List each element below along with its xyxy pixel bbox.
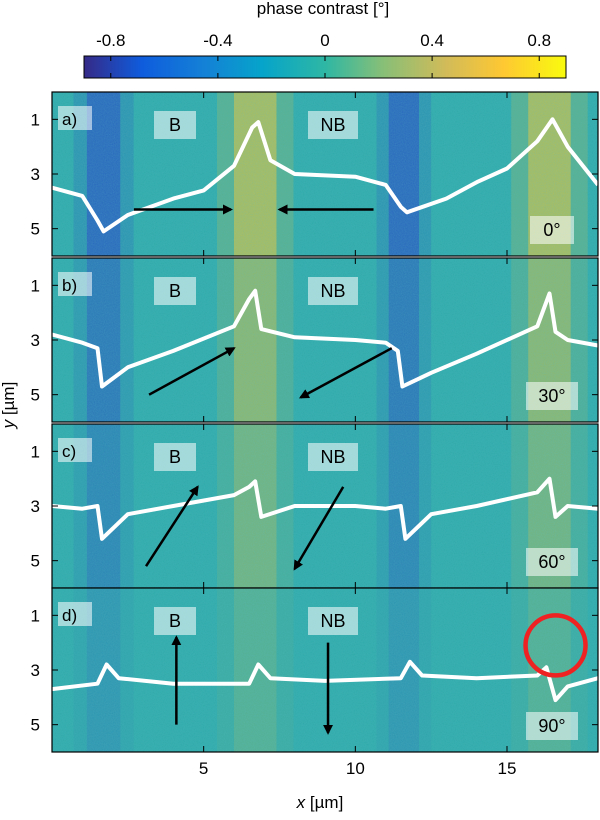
x-axis-var: x — [296, 793, 306, 812]
y-tick-label: 5 — [31, 386, 40, 405]
x-tick-label: 5 — [199, 759, 208, 778]
panel-tag: b) — [62, 276, 77, 295]
label-bloch: B — [169, 281, 181, 301]
angle-label: 0° — [543, 220, 560, 240]
label-bloch-box — [154, 277, 196, 305]
angle-label: 30° — [538, 386, 565, 406]
label-bloch: B — [169, 115, 181, 135]
angle-label-box — [526, 382, 578, 410]
x-axis-label: x [µm] — [296, 793, 344, 812]
label-neel-bloch: NB — [320, 447, 345, 467]
x-tick-label: 15 — [498, 759, 517, 778]
y-tick-label: 1 — [31, 606, 40, 625]
highlight-circle — [523, 613, 588, 678]
label-neel-bloch: NB — [320, 281, 345, 301]
label-bloch-box — [154, 111, 196, 139]
polarization-arrow — [144, 485, 199, 567]
y-tick-label: 3 — [31, 497, 40, 516]
x-ticks: 5 10 15 — [199, 759, 517, 778]
profile-curve — [51, 476, 599, 541]
panel-tag: d) — [62, 606, 77, 625]
panel-tag-box — [58, 602, 92, 626]
x-tick-label: 10 — [346, 759, 365, 778]
angle-label: 60° — [538, 552, 565, 572]
label-neel-bloch-box — [308, 443, 358, 471]
panel-1: a) B NB 0° 1 3 5 — [31, 91, 600, 257]
colorbar-tick-label: 0 — [320, 31, 329, 50]
label-bloch-box — [154, 607, 196, 635]
angle-label-box — [526, 548, 578, 576]
panel-4: d) B NB 90° 1 3 5 — [31, 587, 599, 753]
panel-2: b) B NB 30° 1 3 5 — [31, 257, 599, 423]
polarization-arrow — [148, 347, 236, 396]
y-tick-label: 1 — [31, 110, 40, 129]
profile-curve — [51, 288, 599, 389]
label-bloch-box — [154, 443, 196, 471]
panel-tag-box — [58, 106, 92, 130]
panel-tag-box — [58, 272, 92, 296]
polarization-arrow — [298, 347, 393, 399]
panel-3: c) B NB 60° 1 3 5 — [31, 423, 599, 589]
y-tick-label: 3 — [31, 661, 40, 680]
colorbar-tick-label: -0.4 — [203, 31, 232, 50]
y-tick-label: 3 — [31, 331, 40, 350]
profile-curve — [51, 117, 600, 234]
label-bloch: B — [169, 447, 181, 467]
colorbar-tick-label: -0.8 — [96, 31, 125, 50]
label-neel-bloch-box — [308, 277, 358, 305]
y-axis-var: y — [0, 418, 18, 429]
label-neel-bloch: NB — [320, 611, 345, 631]
angle-label: 90° — [538, 716, 565, 736]
label-bloch: B — [169, 611, 181, 631]
y-axis-label: y [µm] — [0, 382, 18, 430]
y-tick-label: 5 — [31, 220, 40, 239]
panel-tag: c) — [62, 442, 76, 461]
label-neel-bloch-box — [308, 607, 358, 635]
y-tick-label: 5 — [31, 552, 40, 571]
panels: a) B NB 0° 1 3 5 b) B NB 30° 1 3 5 c) B NB 60° 1 3 5 d) B NB 90°… — [31, 91, 600, 753]
angle-label-box — [526, 712, 578, 740]
angle-label-box — [530, 216, 574, 244]
colorbar-label: phase contrast [°] — [257, 0, 389, 18]
panel-tag: a) — [62, 110, 77, 129]
y-tick-label: 1 — [31, 276, 40, 295]
polarization-arrow — [293, 486, 345, 571]
y-tick-label: 3 — [31, 165, 40, 184]
y-tick-label: 5 — [31, 716, 40, 735]
y-axis-unit: [µm] — [0, 382, 18, 420]
colorbar-tick-label: 0.8 — [527, 31, 551, 50]
colorbar-ticks: -0.8 -0.4 0 0.4 0.8 — [96, 31, 551, 78]
y-tick-label: 1 — [31, 442, 40, 461]
colorbar-tick-label: 0.4 — [420, 31, 444, 50]
panel-tag-box — [58, 438, 92, 462]
x-axis-unit: [µm] — [305, 793, 343, 812]
label-neel-bloch: NB — [320, 115, 345, 135]
label-neel-bloch-box — [308, 111, 358, 139]
